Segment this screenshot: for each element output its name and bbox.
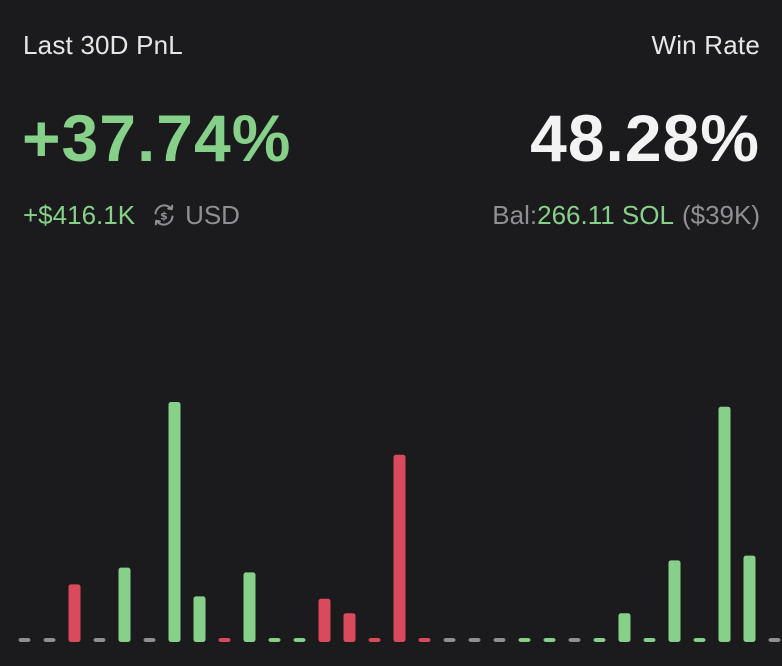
chart-bar[interactable] [368,638,381,642]
winrate-label: Win Rate [651,30,760,60]
chart-bar[interactable] [293,638,306,642]
chart-bar[interactable] [343,613,356,642]
pnl-usd-row: +$416.1K $ USD [23,200,240,230]
balance-usd: ($39K) [681,199,760,230]
svg-text:$: $ [160,210,168,223]
chart-bar[interactable] [518,638,531,642]
chart-bar[interactable] [243,572,256,642]
chart-bar[interactable] [468,638,481,642]
chart-bar[interactable] [718,406,731,642]
chart-bar[interactable] [218,638,231,642]
balance-value: 266.11 SOL [537,199,674,230]
chart-bar[interactable] [768,638,781,642]
currency-toggle[interactable]: $ USD [151,200,240,231]
chart-bar[interactable] [743,555,756,642]
chart-bar[interactable] [693,638,706,642]
chart-bar[interactable] [193,596,206,642]
chart-bar[interactable] [118,567,131,642]
winrate-value: 48.28% [530,101,760,175]
chart-bar[interactable] [93,638,106,642]
swap-currency-icon: $ [151,202,177,228]
chart-bar[interactable] [143,638,156,642]
chart-bar[interactable] [443,638,456,642]
chart-bar[interactable] [568,638,581,642]
chart-bar[interactable] [418,638,431,642]
chart-bar[interactable] [318,598,331,642]
chart-bar[interactable] [618,613,631,642]
currency-label: USD [185,199,240,230]
daily-pnl-bar-chart [18,402,781,642]
chart-bar[interactable] [18,638,31,642]
pnl-usd-value: +$416.1K [23,199,136,230]
chart-bar[interactable] [668,560,681,642]
chart-bar[interactable] [393,454,406,642]
chart-bar[interactable] [168,402,181,642]
chart-bar[interactable] [68,584,81,642]
balance-label: Bal: [492,199,538,230]
pnl-percent: +37.74% [22,101,292,175]
chart-bar[interactable] [493,638,506,642]
chart-bar[interactable] [593,638,606,642]
balance-row: Bal: 266.11 SOL ($39K) [492,200,760,230]
chart-bar[interactable] [43,638,56,642]
chart-bar[interactable] [643,638,656,642]
chart-bar[interactable] [543,638,556,642]
chart-bar[interactable] [268,638,281,642]
pnl-period-label: Last 30D PnL [23,30,183,60]
